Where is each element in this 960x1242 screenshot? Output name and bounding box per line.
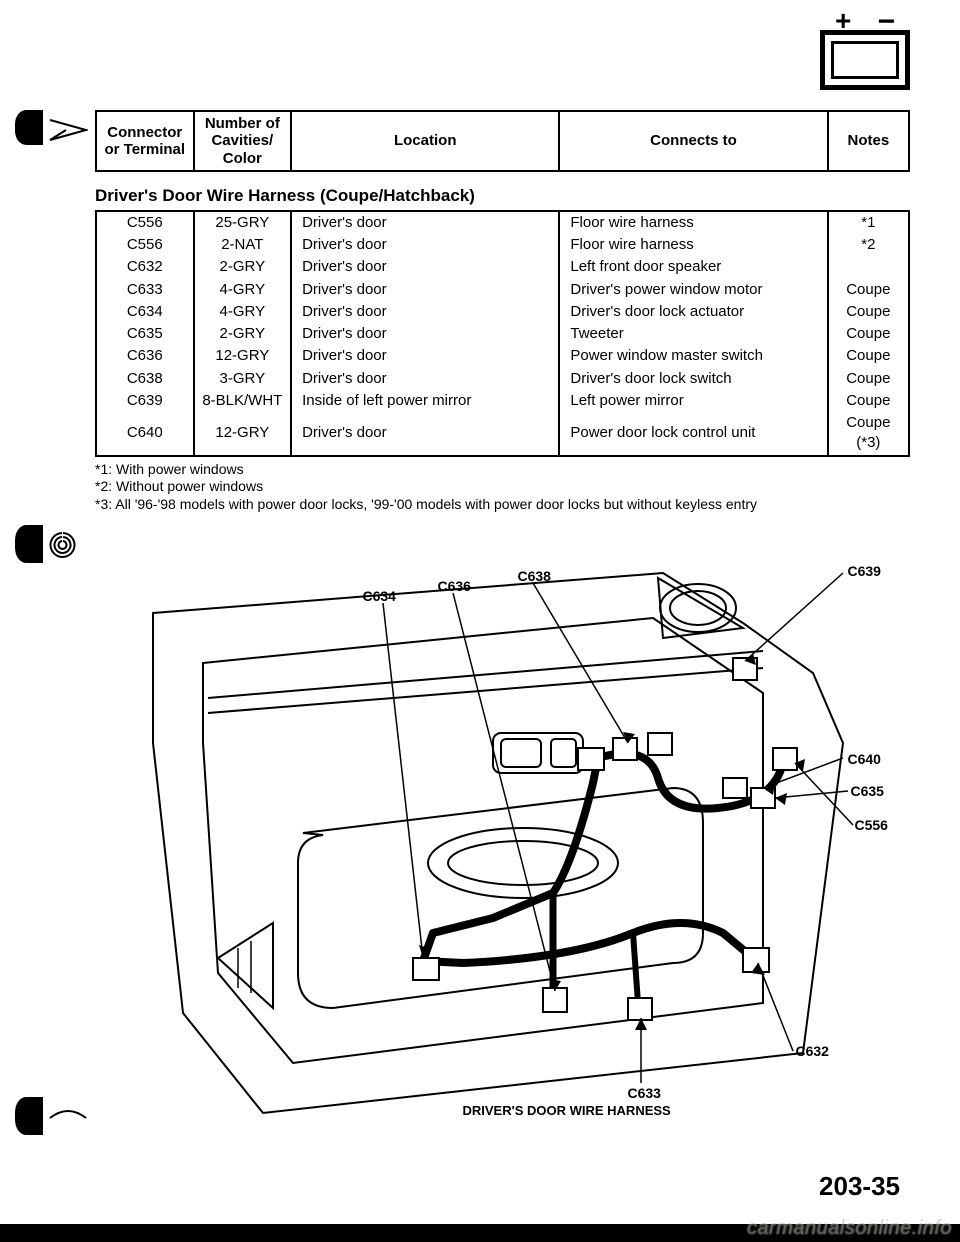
callout-c632: C632 xyxy=(796,1043,829,1059)
cell-note: Coupe xyxy=(828,323,909,345)
cell-cav: 4-GRY xyxy=(194,301,292,323)
cell-cav: 12-GRY xyxy=(194,412,292,456)
cell-cav: 12-GRY xyxy=(194,345,292,367)
cell-note: Coupe xyxy=(828,390,909,412)
callout-c634: C634 xyxy=(363,588,396,604)
cell-loc: Driver's door xyxy=(291,412,559,456)
cell-cav: 4-GRY xyxy=(194,279,292,301)
table-row: C6383-GRYDriver's doorDriver's door lock… xyxy=(96,368,909,390)
watermark: carmanualsonline.info xyxy=(747,1217,952,1240)
table-row: C6398-BLK/WHTInside of left power mirror… xyxy=(96,390,909,412)
callout-c639: C639 xyxy=(848,563,881,579)
table-row: C6334-GRYDriver's doorDriver's power win… xyxy=(96,279,909,301)
footnote-2: *2: Without power windows xyxy=(95,478,910,496)
cell-loc: Driver's door xyxy=(291,279,559,301)
cell-c: C633 xyxy=(96,279,194,301)
section-title: Driver's Door Wire Harness (Coupe/Hatchb… xyxy=(95,186,910,206)
cell-c: C640 xyxy=(96,412,194,456)
callout-c633: C633 xyxy=(628,1085,661,1101)
cell-loc: Inside of left power mirror xyxy=(291,390,559,412)
callout-c638: C638 xyxy=(518,568,551,584)
cell-cav: 2-GRY xyxy=(194,323,292,345)
margin-dot-3 xyxy=(15,1097,43,1135)
cell-conn: Power door lock control unit xyxy=(559,412,827,456)
cell-c: C639 xyxy=(96,390,194,412)
cell-c: C632 xyxy=(96,256,194,278)
header-notes: Notes xyxy=(828,111,909,171)
cell-loc: Driver's door xyxy=(291,323,559,345)
header-connects: Connects to xyxy=(559,111,827,171)
cell-conn: Power window master switch xyxy=(559,345,827,367)
table-row: C6322-GRYDriver's doorLeft front door sp… xyxy=(96,256,909,278)
table-row: C5562-NATDriver's doorFloor wire harness… xyxy=(96,234,909,256)
cell-loc: Driver's door xyxy=(291,301,559,323)
cell-loc: Driver's door xyxy=(291,256,559,278)
margin-arrow-3 xyxy=(48,1106,88,1126)
cell-cav: 2-NAT xyxy=(194,234,292,256)
cell-c: C634 xyxy=(96,301,194,323)
cell-cav: 2-GRY xyxy=(194,256,292,278)
header-cavities: Number of Cavities/ Color xyxy=(194,111,292,171)
cell-cav: 8-BLK/WHT xyxy=(194,390,292,412)
cell-note: *1 xyxy=(828,211,909,234)
cell-note: Coupe (*3) xyxy=(828,412,909,456)
door-diagram: C634 C636 C638 C639 C640 C635 C556 C632 … xyxy=(123,563,883,1123)
cell-cav: 3-GRY xyxy=(194,368,292,390)
table-row: C55625-GRYDriver's doorFloor wire harnes… xyxy=(96,211,909,234)
cell-conn: Driver's door lock actuator xyxy=(559,301,827,323)
cell-c: C556 xyxy=(96,211,194,234)
cell-loc: Driver's door xyxy=(291,211,559,234)
callout-c636: C636 xyxy=(438,578,471,594)
callout-c640: C640 xyxy=(848,751,881,767)
footnotes: *1: With power windows *2: Without power… xyxy=(95,461,910,514)
cell-c: C636 xyxy=(96,345,194,367)
cell-conn: Floor wire harness xyxy=(559,211,827,234)
cell-conn: Left power mirror xyxy=(559,390,827,412)
cell-conn: Tweeter xyxy=(559,323,827,345)
cell-conn: Driver's door lock switch xyxy=(559,368,827,390)
cell-c: C638 xyxy=(96,368,194,390)
table-row: C63612-GRYDriver's doorPower window mast… xyxy=(96,345,909,367)
cell-note: Coupe xyxy=(828,301,909,323)
cell-loc: Driver's door xyxy=(291,368,559,390)
cell-note: Coupe xyxy=(828,368,909,390)
cell-note: Coupe xyxy=(828,345,909,367)
header-table: Connector or Terminal Number of Cavities… xyxy=(95,110,910,172)
callout-c635: C635 xyxy=(851,783,884,799)
callout-c556: C556 xyxy=(855,817,888,833)
margin-dot-2 xyxy=(15,525,43,563)
header-location: Location xyxy=(291,111,559,171)
header-connector: Connector or Terminal xyxy=(96,111,194,171)
cell-loc: Driver's door xyxy=(291,234,559,256)
cell-conn: Floor wire harness xyxy=(559,234,827,256)
cell-note xyxy=(828,256,909,278)
diagram-caption: DRIVER'S DOOR WIRE HARNESS xyxy=(463,1103,671,1118)
cell-note: *2 xyxy=(828,234,909,256)
page-number: 203-35 xyxy=(819,1171,900,1202)
footnote-1: *1: With power windows xyxy=(95,461,910,479)
margin-dot-1 xyxy=(15,110,43,145)
cell-note: Coupe xyxy=(828,279,909,301)
table-row: C64012-GRYDriver's doorPower door lock c… xyxy=(96,412,909,456)
footnote-3: *3: All '96-'98 models with power door l… xyxy=(95,496,910,514)
cell-conn: Driver's power window motor xyxy=(559,279,827,301)
table-row: C6352-GRYDriver's doorTweeterCoupe xyxy=(96,323,909,345)
cell-c: C635 xyxy=(96,323,194,345)
margin-arrow-1 xyxy=(48,118,88,143)
data-table: C55625-GRYDriver's doorFloor wire harnes… xyxy=(95,210,910,457)
table-row: C6344-GRYDriver's doorDriver's door lock… xyxy=(96,301,909,323)
cell-cav: 25-GRY xyxy=(194,211,292,234)
cell-loc: Driver's door xyxy=(291,345,559,367)
battery-icon xyxy=(820,30,910,90)
margin-spiral xyxy=(48,530,78,560)
cell-c: C556 xyxy=(96,234,194,256)
cell-conn: Left front door speaker xyxy=(559,256,827,278)
